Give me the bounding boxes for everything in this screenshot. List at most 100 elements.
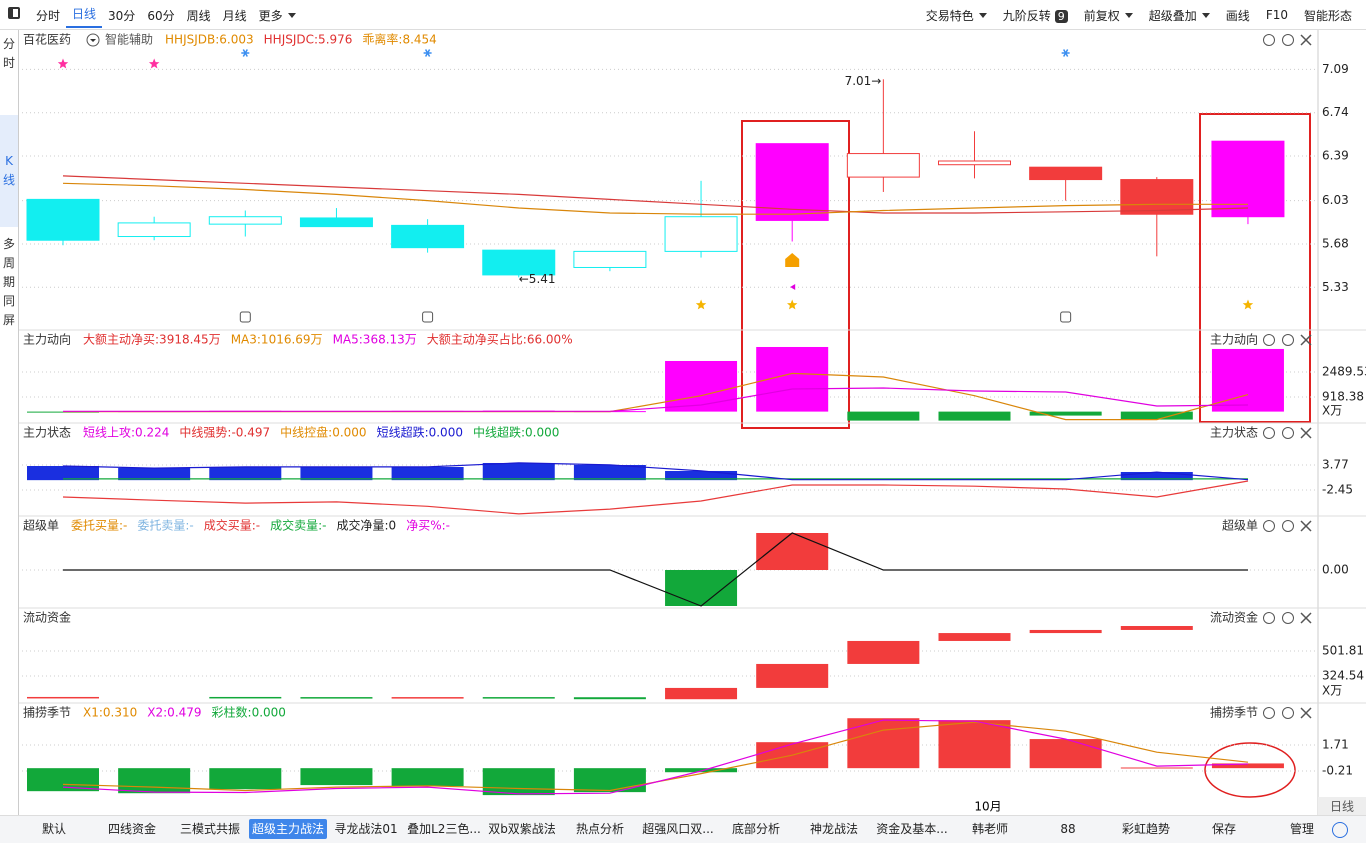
toolbar-button[interactable]: 交易特色 xyxy=(926,7,987,24)
flow-bar xyxy=(27,696,99,699)
panel-title: 流动资金 xyxy=(23,610,71,625)
settings-icon[interactable] xyxy=(1263,707,1275,719)
bar xyxy=(1120,471,1193,481)
help-icon[interactable] xyxy=(1282,34,1294,46)
bottom-tab[interactable]: 88 xyxy=(1060,822,1076,836)
layout-toggle[interactable] xyxy=(8,7,20,19)
period-tab[interactable]: 月线 xyxy=(222,8,247,23)
panel-title-right: 主力动向 xyxy=(1210,332,1258,347)
help-icon[interactable] xyxy=(1282,707,1294,719)
bottom-tab[interactable]: 保存 xyxy=(1211,822,1236,836)
period-tab[interactable]: 分时 xyxy=(36,8,61,23)
flow-bar xyxy=(573,697,646,700)
toolbar-button-label: 智能形态 xyxy=(1303,8,1352,23)
y-tick-label: 0.00 xyxy=(1322,563,1349,577)
candle-body xyxy=(299,217,373,228)
bottom-tab[interactable]: 默认 xyxy=(41,822,66,836)
bottom-tab[interactable]: 底部分析 xyxy=(731,822,780,836)
bar xyxy=(1029,411,1102,416)
toolbar-button[interactable]: 前复权 xyxy=(1084,7,1133,24)
bottom-tab[interactable]: 三模式共振 xyxy=(179,822,240,836)
bar xyxy=(391,467,464,481)
bar xyxy=(482,462,555,481)
candle-body xyxy=(1120,179,1194,215)
event-icon xyxy=(422,311,434,323)
toolbar-right: 交易特色 九阶反转 9 前复权 超级叠加 画线 F10 智能形态 xyxy=(910,0,1352,30)
flow-bar xyxy=(665,687,738,700)
unit-label: X万 xyxy=(1322,684,1342,698)
toolbar-button[interactable]: F10 xyxy=(1266,8,1288,22)
bar xyxy=(1029,739,1102,769)
settings-icon[interactable] xyxy=(1263,427,1275,439)
bottom-tab[interactable]: 彩虹趋势 xyxy=(1121,822,1170,836)
bottom-tab[interactable]: 神龙战法 xyxy=(809,822,858,836)
close-icon xyxy=(1300,334,1312,346)
bottom-tab[interactable]: 超级主力战法 xyxy=(249,819,327,839)
sidebar-tab[interactable]: 多周期同屏 xyxy=(2,237,15,327)
bar xyxy=(27,466,99,481)
badge: 9 xyxy=(1054,9,1068,23)
y-tick-label: 6.03 xyxy=(1322,193,1349,207)
bottom-tab[interactable]: 资金及基本... xyxy=(876,822,948,836)
help-icon[interactable] xyxy=(1282,612,1294,624)
toolbar-button[interactable]: 智能形态 xyxy=(1304,7,1352,24)
flow-bar xyxy=(1120,626,1193,630)
close-icon xyxy=(1300,427,1312,439)
bottom-tab[interactable]: 双b双紫战法 xyxy=(488,822,556,836)
bar xyxy=(665,768,738,773)
close-icon xyxy=(1300,612,1312,624)
signal-star xyxy=(148,58,160,69)
y-tick-label: 2489.53 xyxy=(1322,364,1366,378)
help-icon[interactable] xyxy=(1282,427,1294,439)
highlight-box xyxy=(1199,113,1311,423)
bottom-tab[interactable]: 管理 xyxy=(1289,822,1314,836)
bar xyxy=(27,768,99,792)
bottom-tab[interactable]: 寻龙战法01 xyxy=(334,822,398,836)
period-tab[interactable]: 更多 xyxy=(253,7,302,24)
help-icon[interactable] xyxy=(1282,334,1294,346)
toolbar-button[interactable]: 画线 xyxy=(1226,7,1250,24)
panel-title-right: 流动资金 xyxy=(1210,610,1258,625)
signal-asterisk xyxy=(424,49,431,57)
flow-bar xyxy=(938,633,1011,641)
bar xyxy=(482,768,555,796)
candle-body xyxy=(208,216,282,225)
sidebar-tab[interactable]: 分时 xyxy=(2,37,15,70)
panel-title: 主力动向 xyxy=(23,332,71,347)
scroll-up[interactable] xyxy=(1332,822,1348,838)
signal-star xyxy=(1242,299,1254,310)
toolbar-button[interactable]: 九阶反转 9 xyxy=(1003,7,1068,24)
bar xyxy=(938,720,1011,769)
settings-icon[interactable] xyxy=(1263,334,1275,346)
panel-title-right: 超级单 xyxy=(1222,518,1258,533)
bar xyxy=(847,411,920,421)
period-tab[interactable]: 60分 xyxy=(147,8,175,23)
candle-body xyxy=(846,153,920,178)
event-icon xyxy=(1060,311,1072,323)
sidebar-tab[interactable]: K线 xyxy=(0,115,18,227)
period-tab[interactable]: 周线 xyxy=(186,8,211,23)
period-tab[interactable]: 日线 xyxy=(66,2,103,28)
bottom-tab[interactable]: 热点分析 xyxy=(575,822,624,836)
indicator-line xyxy=(63,532,1248,607)
period-tab[interactable]: 30分 xyxy=(108,8,136,23)
toolbar-button-label: 前复权 xyxy=(1083,8,1120,23)
bottom-tab[interactable]: 韩老师 xyxy=(971,822,1008,836)
y-tick-label: 5.68 xyxy=(1322,236,1349,250)
y-tick-label: 6.39 xyxy=(1322,149,1349,163)
y-tick-label: 5.33 xyxy=(1322,280,1349,294)
bottom-tab[interactable]: 超强风口双... xyxy=(642,822,714,836)
flow-bar xyxy=(756,663,829,688)
settings-icon[interactable] xyxy=(1263,520,1275,532)
panel-title: 捕捞季节 xyxy=(23,705,71,720)
toolbar-button[interactable]: 超级叠加 xyxy=(1149,7,1210,24)
y-tick-label: 7.09 xyxy=(1322,62,1349,76)
bottom-tab[interactable]: 叠加L2三色... xyxy=(407,822,481,836)
indicator-line xyxy=(62,175,1249,214)
settings-icon[interactable] xyxy=(1263,612,1275,624)
help-icon[interactable] xyxy=(1282,520,1294,532)
settings-icon[interactable] xyxy=(1263,34,1275,46)
legend-item: MA3:1016.69万 xyxy=(231,333,323,347)
bottom-tab[interactable]: 四线资金 xyxy=(107,822,156,836)
